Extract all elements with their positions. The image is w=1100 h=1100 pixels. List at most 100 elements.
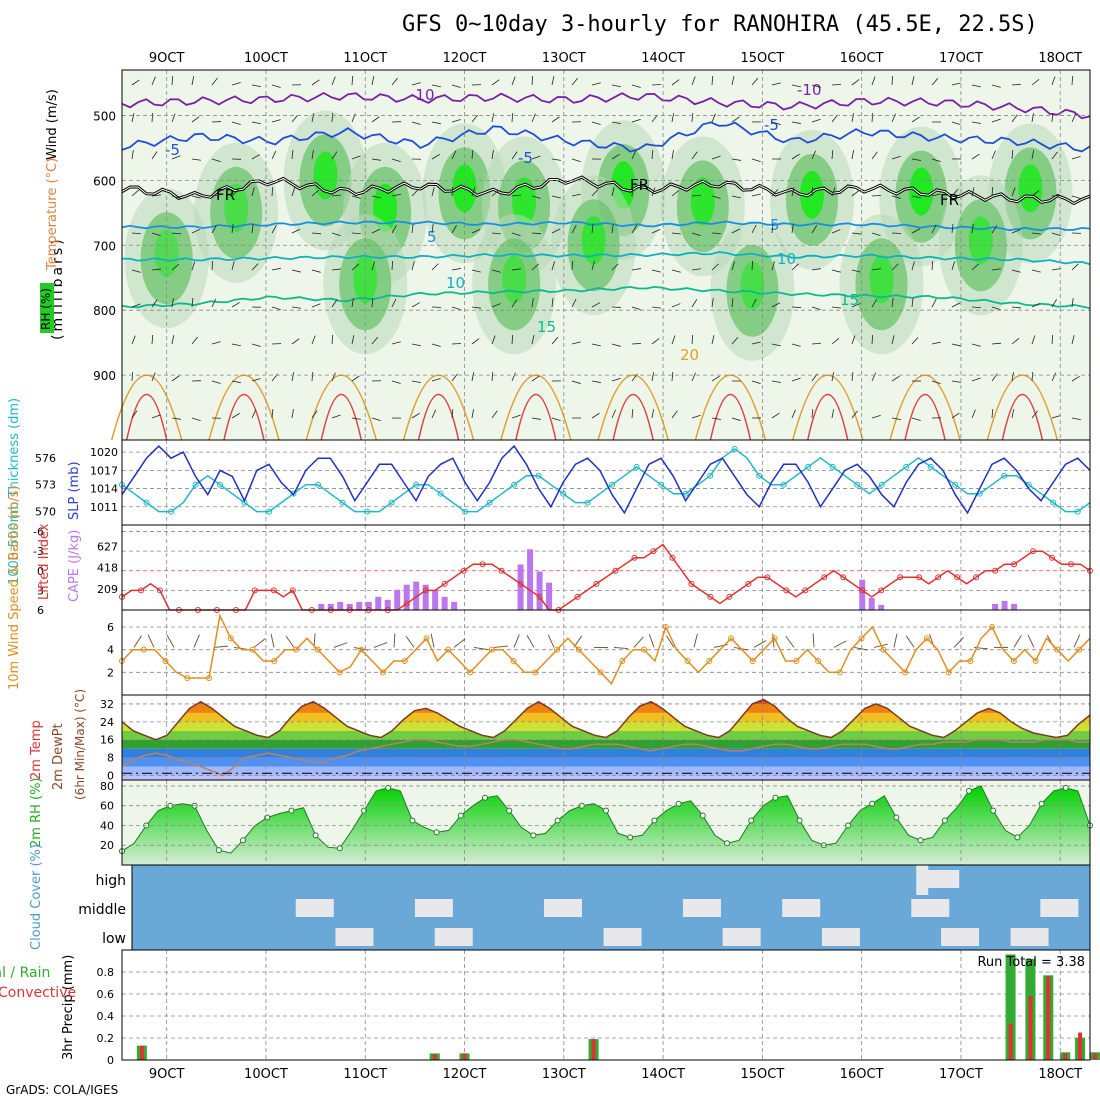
thickness-line-pt-46 bbox=[682, 490, 689, 497]
chart-title: GFS 0~10day 3-hourly for RANOHIRA (45.5E… bbox=[402, 12, 1038, 37]
rh-pt-16 bbox=[312, 832, 319, 839]
cloud-block-7 bbox=[1040, 899, 1079, 917]
rh-pt-14 bbox=[288, 807, 295, 814]
li-line-pt-4 bbox=[156, 587, 163, 594]
wind-speed-line-pt-86 bbox=[1054, 646, 1061, 653]
wind-tick-6: 6 bbox=[107, 621, 114, 634]
li-line-pt-70 bbox=[783, 587, 790, 594]
cloud-block-4 bbox=[682, 899, 721, 917]
li-line-pt-2 bbox=[137, 587, 144, 594]
temp-20-arch-9 bbox=[986, 374, 1059, 441]
li-line-pt-48 bbox=[574, 593, 581, 600]
temp-band-7 bbox=[122, 712, 1090, 722]
thickness-line-pt-36 bbox=[560, 490, 567, 497]
li-line-pt-98 bbox=[1049, 554, 1056, 561]
contour-label-9: 5 bbox=[770, 216, 780, 234]
precip-conv-9 bbox=[1092, 1053, 1097, 1060]
temp-tick-0: 0 bbox=[107, 770, 114, 783]
wind-speed-line-pt-12 bbox=[249, 646, 256, 653]
rh-pt-30 bbox=[482, 794, 488, 801]
legend-total-rain: tal / Rain bbox=[0, 965, 50, 981]
temp-25-arch-8 bbox=[904, 393, 946, 441]
wind-frame bbox=[121, 609, 1091, 696]
temp-band-9 bbox=[122, 699, 1090, 704]
temp-25-arch-4 bbox=[515, 393, 557, 441]
rh-pt-22 bbox=[385, 784, 392, 791]
cape-bar-35 bbox=[451, 601, 458, 610]
li-line-pt-52 bbox=[612, 567, 619, 574]
ylabel-2mrh: 2m RH (%) bbox=[29, 777, 44, 848]
cape-bar-93 bbox=[1001, 600, 1008, 610]
rh-legend-swatch bbox=[40, 283, 54, 333]
li-line-pt-40 bbox=[498, 567, 505, 574]
li-line-pt-58 bbox=[669, 554, 676, 561]
wind-speed-line-pt-6 bbox=[184, 675, 191, 681]
temp-25-arch-5 bbox=[612, 393, 654, 441]
wind-speed-line-pt-22 bbox=[358, 646, 365, 653]
rh-tick-80: 80 bbox=[100, 780, 114, 793]
wind-speed-line-pt-54 bbox=[706, 658, 713, 664]
cape-bar-24 bbox=[346, 603, 353, 610]
wind-speed-line-pt-30 bbox=[445, 646, 452, 653]
li-line-pt-42 bbox=[517, 580, 524, 587]
temp-25-arch-1 bbox=[223, 393, 265, 441]
cloud-block-6 bbox=[911, 899, 950, 917]
li-tick-0: 0 bbox=[37, 565, 44, 578]
li-line-pt-82 bbox=[897, 574, 904, 581]
xtick-bottom-13OCT: 13OCT bbox=[542, 1067, 586, 1082]
contour-label-8: 5 bbox=[427, 228, 437, 246]
cloud-block-9 bbox=[434, 928, 473, 946]
cloud-level-middle: middle bbox=[78, 902, 126, 918]
wind-speed-line-pt-34 bbox=[488, 646, 495, 653]
thickness-line-pt-6 bbox=[192, 481, 199, 488]
contour-label-5: FR bbox=[216, 186, 235, 204]
wind-speed-line-pt-74 bbox=[923, 635, 930, 642]
thickness-line-pt-44 bbox=[658, 481, 665, 488]
wind-speed-line-pt-4 bbox=[162, 658, 169, 664]
precip-tick-0.8: 0.8 bbox=[97, 966, 115, 979]
ylabel-slp: SLP (mb) bbox=[67, 461, 82, 520]
cloud-block-1 bbox=[295, 899, 334, 917]
cape-bar-31 bbox=[413, 581, 420, 610]
ylabel-thickness: 1000-500mb Thickness (dm) bbox=[7, 398, 22, 585]
contour-label-0: -10 bbox=[410, 86, 435, 104]
xtick-bottom-17OCT: 17OCT bbox=[939, 1067, 983, 1082]
xtick-top-10OCT: 10OCT bbox=[244, 51, 288, 66]
precip-tick-0.4: 0.4 bbox=[97, 1010, 115, 1023]
cape-bar-22 bbox=[327, 603, 334, 610]
rh-pt-28 bbox=[457, 812, 464, 819]
wind-tick-2: 2 bbox=[107, 666, 114, 679]
run-total: Run Total = 3.38 bbox=[977, 955, 1085, 970]
ytick-900: 900 bbox=[93, 369, 116, 383]
wind-speed-line-pt-66 bbox=[836, 669, 843, 676]
wind-speed-line-pt-64 bbox=[815, 658, 822, 664]
thickness-line bbox=[121, 447, 1091, 513]
rh-peak-10 bbox=[353, 255, 378, 304]
contour--10-0 bbox=[121, 91, 1091, 120]
cape-bar-21 bbox=[318, 603, 325, 610]
ylabel-temperature: Temperature (°C) bbox=[45, 158, 60, 271]
thickness-line-pt-24 bbox=[413, 481, 420, 488]
precip-tick-0: 0 bbox=[107, 1054, 114, 1067]
ytick-700: 700 bbox=[93, 239, 116, 253]
rh-pt-26 bbox=[433, 829, 440, 836]
rh-peak-5 bbox=[581, 216, 606, 265]
rh-tick-20: 20 bbox=[100, 839, 114, 852]
cape-bar-29 bbox=[394, 589, 401, 610]
rh-pt-24 bbox=[409, 817, 416, 824]
thick-tick-573: 573 bbox=[35, 479, 56, 492]
xtick-top-15OCT: 15OCT bbox=[740, 51, 784, 66]
rh-pt-74 bbox=[1014, 834, 1021, 841]
cape-bar-23 bbox=[337, 601, 344, 610]
thickness-line-pt-26 bbox=[437, 490, 444, 497]
ytick-800: 800 bbox=[93, 304, 116, 318]
thickness-line-pt-58 bbox=[829, 463, 836, 470]
rh-pt-68 bbox=[941, 817, 948, 824]
cape-bar-34 bbox=[441, 596, 448, 610]
thickness-line-pt-22 bbox=[388, 499, 395, 506]
contour-label-7: FR bbox=[940, 191, 959, 209]
cloud-block-15 bbox=[921, 870, 960, 888]
cloud-block-2 bbox=[414, 899, 453, 917]
xtick-top-13OCT: 13OCT bbox=[542, 51, 586, 66]
